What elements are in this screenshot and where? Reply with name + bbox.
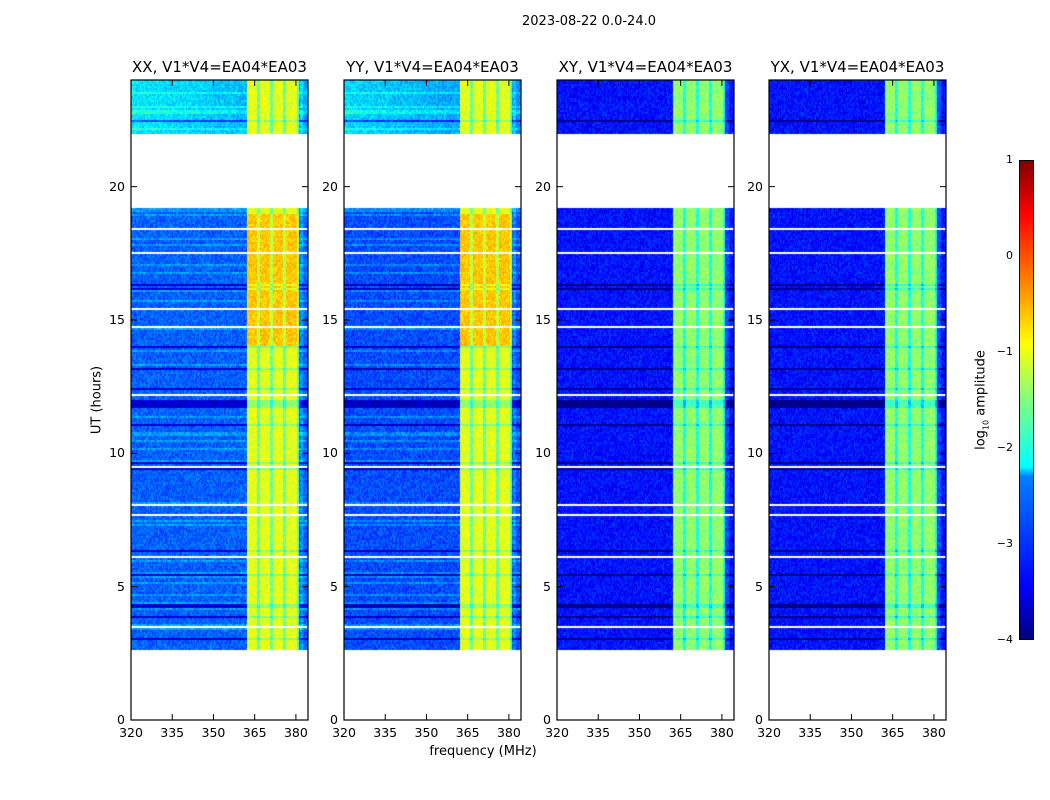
panel-title: XX, V1*V4=EA04*EA03 [132, 58, 307, 76]
x-tick-label: 365 [668, 725, 693, 740]
x-tick-label: 335 [160, 725, 185, 740]
x-tick-label: 365 [242, 725, 267, 740]
x-tick-label: 335 [798, 725, 823, 740]
y-tick-label: 5 [330, 578, 338, 594]
y-tick-label: 20 [109, 178, 125, 194]
x-tick-label: 335 [586, 725, 611, 740]
x-tick-label: 320 [757, 725, 781, 740]
x-tick-label: 350 [414, 725, 439, 740]
colorbar [1019, 160, 1034, 640]
waterfall-image [131, 80, 308, 720]
x-tick-label: 380 [496, 725, 521, 740]
y-axis-label: UT (hours) [89, 365, 105, 435]
x-tick-label: 350 [839, 725, 864, 740]
panel-xx: XX, V1*V4=EA04*EA03 320 335 350 365 380 0 5 10 15… [109, 58, 309, 740]
x-tick-label: 320 [545, 725, 569, 740]
y-tick-label: 5 [117, 578, 125, 594]
y-tick-label: 10 [322, 445, 338, 461]
y-tick-label: 20 [535, 178, 551, 194]
waterfall-image [769, 80, 946, 720]
axes-frame [556, 79, 735, 721]
y-tick-label: 0 [543, 712, 551, 727]
colorbar-tick-label: −1 [996, 345, 1013, 358]
waterfall-image [344, 80, 521, 720]
y-tick-label: 5 [755, 578, 763, 594]
colorbar-tick-label: −4 [996, 633, 1013, 646]
axes-frame [343, 79, 522, 721]
x-tick-label: 335 [373, 725, 398, 740]
y-tick-label: 20 [747, 178, 763, 194]
panel-yy: YY, V1*V4=EA04*EA03 320 335 350 365 380 0 5 10 15… [322, 58, 522, 740]
x-axis-label: frequency (MHz) [429, 744, 537, 759]
axes-frame [768, 79, 947, 721]
y-tick-label: 5 [543, 578, 551, 594]
axes-frame [130, 79, 309, 721]
x-tick-label: 320 [119, 725, 143, 740]
y-tick-label: 0 [117, 712, 125, 727]
x-tick-label: 380 [921, 725, 946, 740]
colorbar-tick-label: −3 [996, 537, 1013, 550]
panel-title: YY, V1*V4=EA04*EA03 [346, 58, 519, 76]
panel-title: XY, V1*V4=EA04*EA03 [558, 58, 733, 76]
y-tick-label: 0 [330, 712, 338, 727]
x-tick-label: 380 [709, 725, 734, 740]
y-tick-label: 10 [747, 445, 763, 461]
y-tick-label: 10 [535, 445, 551, 461]
colorbar-label: log10 amplitude [973, 350, 991, 450]
y-tick-label: 10 [109, 445, 125, 461]
y-tick-label: 15 [535, 312, 551, 327]
panel-xy: XY, V1*V4=EA04*EA03 320 335 350 365 380 0 5 10 15… [535, 58, 735, 740]
x-tick-label: 350 [627, 725, 652, 740]
panel-yx: YX, V1*V4=EA04*EA03 320 335 350 365 380 0 5 10 15… [747, 58, 947, 740]
y-tick-label: 15 [747, 312, 763, 327]
y-tick-label: 20 [322, 178, 338, 194]
colorbar-tick-label: 1 [1006, 153, 1013, 166]
x-tick-label: 380 [283, 725, 308, 740]
x-tick-label: 350 [201, 725, 226, 740]
y-tick-label: 15 [322, 312, 338, 327]
colorbar-tick-label: 0 [1006, 249, 1013, 262]
x-tick-label: 320 [332, 725, 356, 740]
panel-title: YX, V1*V4=EA04*EA03 [770, 58, 945, 76]
x-tick-label: 365 [880, 725, 905, 740]
waterfall-image [557, 80, 734, 720]
x-tick-label: 365 [455, 725, 480, 740]
figure-title: 2023-08-22 0.0-24.0 [522, 14, 656, 29]
colorbar-tick-label: −2 [996, 441, 1013, 454]
y-tick-label: 0 [755, 712, 763, 727]
y-tick-label: 15 [109, 312, 125, 327]
